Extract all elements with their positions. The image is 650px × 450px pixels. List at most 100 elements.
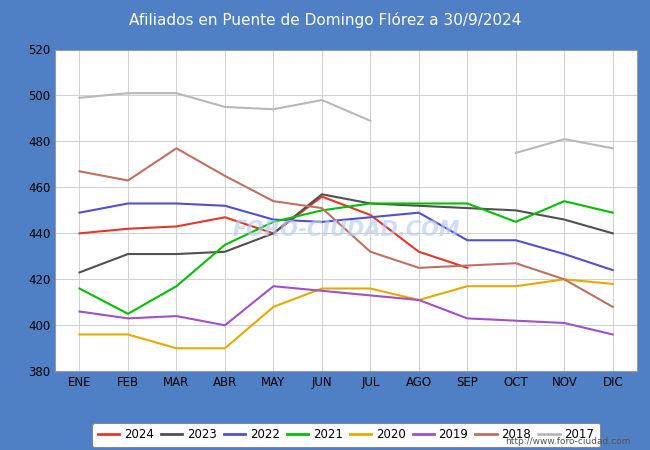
2017 (172, 90, 180, 96)
2019 (415, 297, 422, 303)
2022 (463, 238, 471, 243)
2021 (318, 208, 326, 213)
Line: 2020: 2020 (79, 279, 613, 348)
2024 (415, 249, 422, 254)
2018 (512, 261, 520, 266)
Text: Afiliados en Puente de Domingo Flórez a 30/9/2024: Afiliados en Puente de Domingo Flórez a … (129, 12, 521, 28)
2023 (367, 201, 374, 206)
2023 (75, 270, 83, 275)
2024 (221, 215, 229, 220)
2022 (512, 238, 520, 243)
2019 (367, 292, 374, 298)
2020 (512, 284, 520, 289)
2023 (318, 192, 326, 197)
Line: 2018: 2018 (79, 148, 613, 307)
2023 (609, 231, 617, 236)
2018 (609, 304, 617, 310)
2024 (463, 265, 471, 270)
2018 (172, 146, 180, 151)
2018 (221, 173, 229, 179)
2018 (270, 198, 278, 204)
2024 (367, 212, 374, 218)
2020 (560, 277, 568, 282)
Legend: 2024, 2023, 2022, 2021, 2020, 2019, 2018, 2017: 2024, 2023, 2022, 2021, 2020, 2019, 2018… (92, 423, 600, 447)
2019 (172, 313, 180, 319)
2024 (270, 231, 278, 236)
2019 (463, 316, 471, 321)
2022 (318, 219, 326, 225)
2023 (560, 217, 568, 222)
2023 (270, 231, 278, 236)
2020 (270, 304, 278, 310)
2018 (463, 263, 471, 268)
2023 (463, 205, 471, 211)
Line: 2017: 2017 (79, 93, 370, 121)
2021 (560, 198, 568, 204)
2020 (124, 332, 132, 337)
2020 (172, 346, 180, 351)
2024 (75, 231, 83, 236)
2017 (75, 95, 83, 100)
2021 (75, 286, 83, 291)
2020 (318, 286, 326, 291)
2018 (124, 178, 132, 183)
2023 (415, 203, 422, 208)
2020 (463, 284, 471, 289)
2018 (367, 249, 374, 254)
2022 (221, 203, 229, 208)
2024 (124, 226, 132, 231)
2021 (609, 210, 617, 216)
2019 (124, 316, 132, 321)
2018 (415, 265, 422, 270)
2017 (221, 104, 229, 110)
2022 (172, 201, 180, 206)
2021 (270, 219, 278, 225)
2019 (75, 309, 83, 314)
2021 (172, 284, 180, 289)
2024 (172, 224, 180, 229)
2022 (609, 267, 617, 273)
2022 (75, 210, 83, 216)
2022 (124, 201, 132, 206)
2018 (318, 205, 326, 211)
2020 (609, 281, 617, 287)
2021 (124, 311, 132, 316)
2021 (221, 242, 229, 248)
Line: 2024: 2024 (79, 197, 467, 268)
Line: 2021: 2021 (79, 201, 613, 314)
2018 (75, 169, 83, 174)
Line: 2022: 2022 (79, 203, 613, 270)
2024 (318, 194, 326, 199)
Line: 2023: 2023 (79, 194, 613, 272)
2017 (270, 107, 278, 112)
2020 (367, 286, 374, 291)
2018 (560, 277, 568, 282)
2023 (512, 208, 520, 213)
2019 (560, 320, 568, 326)
2022 (415, 210, 422, 216)
2017 (318, 97, 326, 103)
Text: http://www.foro-ciudad.com: http://www.foro-ciudad.com (505, 436, 630, 446)
2021 (415, 201, 422, 206)
2017 (124, 90, 132, 96)
Text: FORO-CIUDAD.COM: FORO-CIUDAD.COM (232, 220, 460, 240)
2019 (318, 288, 326, 293)
2020 (221, 346, 229, 351)
2022 (367, 215, 374, 220)
2023 (124, 252, 132, 257)
2023 (172, 252, 180, 257)
2019 (512, 318, 520, 324)
2021 (367, 201, 374, 206)
2021 (512, 219, 520, 225)
2019 (221, 323, 229, 328)
2020 (415, 297, 422, 303)
2019 (609, 332, 617, 337)
2020 (75, 332, 83, 337)
Line: 2019: 2019 (79, 286, 613, 334)
2022 (270, 217, 278, 222)
2023 (221, 249, 229, 254)
2019 (270, 284, 278, 289)
2022 (560, 252, 568, 257)
2017 (367, 118, 374, 123)
2021 (463, 201, 471, 206)
